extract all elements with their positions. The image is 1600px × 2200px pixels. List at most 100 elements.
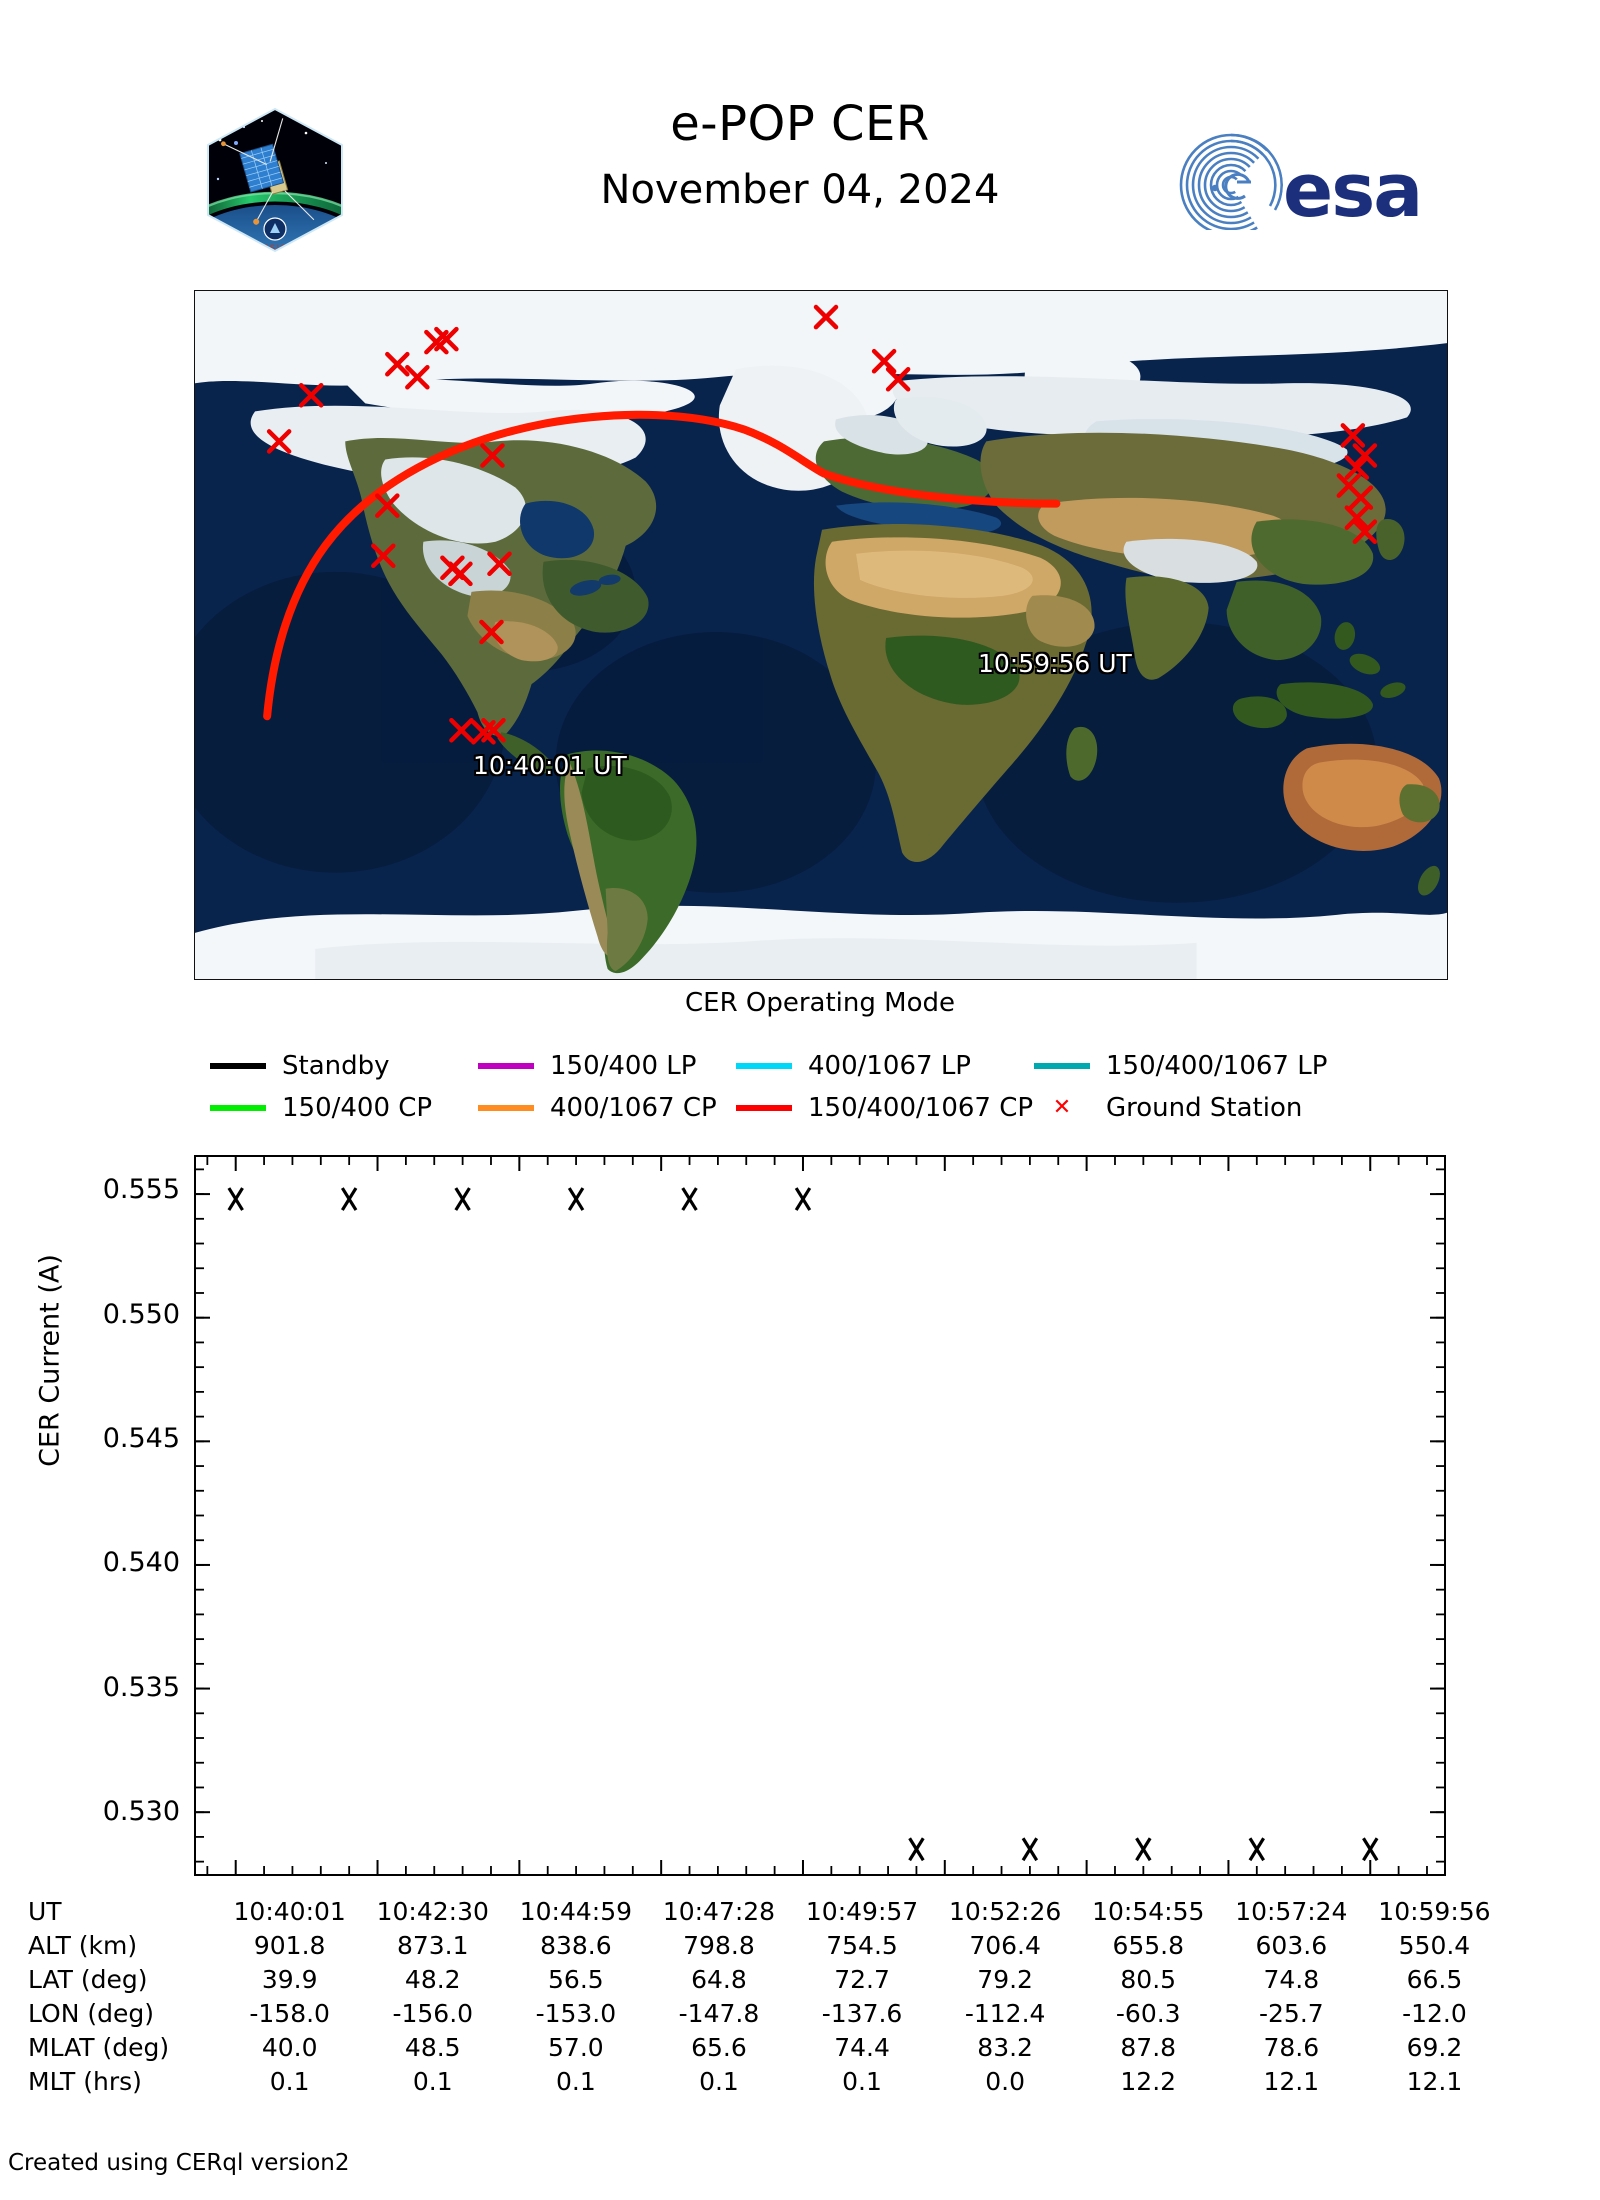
legend-item-standby[interactable]: Standby	[210, 1051, 478, 1081]
table-row: LAT (deg) 39.9 48.2 56.5 64.8 72.7 79.2 80.5 74.…	[26, 1963, 1506, 1997]
cer-current-plot[interactable]	[194, 1155, 1446, 1876]
legend-item-400-1067-lp[interactable]: 400/1067 LP	[736, 1051, 1034, 1081]
table-cell: 901.8	[253, 1931, 326, 1960]
table-cell: 754.5	[826, 1931, 898, 1960]
legend-item-150-400-1067-lp[interactable]: 150/400/1067 LP	[1034, 1051, 1364, 1081]
legend-swatch-standby	[210, 1063, 266, 1069]
cer-current-plot-svg	[196, 1157, 1444, 1874]
table-cell: 12.2	[1120, 2067, 1177, 2096]
ground-station-x-icon: ✕	[1052, 1095, 1072, 1120]
legend-label-150-400-lp: 150/400 LP	[550, 1051, 697, 1081]
table-cell: 838.6	[540, 1931, 612, 1960]
table-cell: 74.4	[834, 2033, 890, 2062]
table-row-label: UT	[28, 1897, 62, 1926]
table-row-label: LAT (deg)	[28, 1965, 148, 1994]
table-row-label: ALT (km)	[28, 1931, 138, 1960]
svg-text:CASSIOPE: CASSIOPE	[249, 244, 302, 254]
table-row: ALT (km) 901.8 873.1 838.6 798.8 754.5 706.4 65…	[26, 1929, 1506, 1963]
esa-wordmark: esa	[1283, 148, 1421, 234]
legend-label-150-400-1067-lp: 150/400/1067 LP	[1106, 1051, 1328, 1081]
y-tick-label: 0.555	[102, 1174, 180, 1206]
legend-item-150-400-lp[interactable]: 150/400 LP	[478, 1051, 736, 1081]
legend-swatch-150-400-lp	[478, 1063, 534, 1069]
table-cell: 69.2	[1406, 2033, 1463, 2062]
data-marker	[567, 1187, 585, 1211]
world-map-panel[interactable]: 10:40:01 UT 10:59:56 UT	[194, 290, 1448, 980]
page-subtitle: November 04, 2024	[600, 167, 1000, 213]
table-cell: -158.0	[249, 1999, 330, 2028]
table-cell: 10:44:59	[519, 1897, 632, 1926]
table-cell: 39.9	[261, 1965, 318, 1994]
legend-label-150-400-cp: 150/400 CP	[282, 1093, 433, 1123]
table-row-label: MLT (hrs)	[28, 2067, 142, 2096]
table-cell: 80.5	[1120, 1965, 1177, 1994]
legend-swatch-150-400-1067-cp	[736, 1105, 792, 1111]
mode-caption: CER Operating Mode	[684, 988, 955, 1018]
y-tick-labels: 0.530 0.535 0.540 0.545 0.550 0.555	[45, 0, 180, 2200]
table-cell: 65.6	[691, 2033, 747, 2062]
data-marker	[1248, 1837, 1265, 1862]
table-cell: 550.4	[1398, 1931, 1471, 1960]
table-cell: 0.1	[412, 2067, 453, 2096]
table-row-label: MLAT (deg)	[28, 2033, 170, 2062]
page-title: e-POP CER	[670, 96, 930, 152]
footer-credit: Created using CERql version2	[8, 2150, 350, 2176]
title-block: e-POP CER November 04, 2024	[400, 100, 1200, 210]
legend-row-2: 150/400 CP 400/1067 CP 150/400/1067 CP ✕…	[210, 1087, 1450, 1129]
table-cell: 64.8	[691, 1965, 747, 1994]
table-cell: 0.1	[269, 2067, 310, 2096]
table-cell: 706.4	[969, 1931, 1041, 1960]
table-cell: 10:47:28	[662, 1897, 776, 1926]
table-cell: 10:40:01	[233, 1897, 346, 1926]
table-row: MLAT (deg) 40.0 48.5 57.0 65.6 74.4 83.2 87.8 78…	[26, 2031, 1506, 2065]
table-cell: 0.1	[699, 2067, 739, 2096]
y-tick-label: 0.530	[102, 1795, 180, 1827]
legend-item-400-1067-cp[interactable]: 400/1067 CP	[478, 1093, 736, 1123]
table-cell: 10:54:55	[1092, 1897, 1205, 1926]
table-cell: 0.0	[985, 2067, 1026, 2096]
table-cell: -147.8	[678, 1999, 760, 2028]
legend-item-ground-station[interactable]: ✕ Ground Station	[1034, 1093, 1364, 1123]
table-cell: 66.5	[1406, 1965, 1463, 1994]
table-cell: 10:49:57	[805, 1897, 919, 1926]
table-cell: 10:52:26	[949, 1897, 1062, 1926]
legend-label-400-1067-lp: 400/1067 LP	[808, 1051, 971, 1081]
data-marker	[681, 1187, 698, 1211]
map-end-time-label: 10:59:56 UT	[978, 649, 1132, 678]
legend-item-150-400-1067-cp[interactable]: 150/400/1067 CP	[736, 1093, 1034, 1123]
legend-item-150-400-cp[interactable]: 150/400 CP	[210, 1093, 478, 1123]
legend-label-400-1067-cp: 400/1067 CP	[550, 1093, 717, 1123]
cassiope-logo: CASSIOPE	[200, 105, 350, 255]
data-marker	[908, 1837, 925, 1862]
ephemeris-table: UT 10:40:01 10:42:30 10:44:59 10:47:28 10:49:…	[26, 1895, 1506, 2099]
table-cell: 10:59:56	[1378, 1897, 1491, 1926]
y-tick-label: 0.535	[102, 1671, 180, 1703]
table-cell: 655.8	[1112, 1931, 1185, 1960]
table-row: MLT (hrs) 0.1 0.1 0.1 0.1 0.1 0.0 12.2 12.1 12.1	[26, 2065, 1506, 2099]
table-cell: -137.6	[821, 1999, 903, 2028]
y-tick-label: 0.540	[102, 1547, 180, 1579]
data-marker	[454, 1187, 471, 1211]
table-row: UT 10:40:01 10:42:30 10:44:59 10:47:28 10:49:…	[26, 1895, 1506, 1929]
table-cell: 83.2	[977, 2033, 1033, 2062]
table-cell: 10:42:30	[376, 1897, 489, 1926]
data-marker	[340, 1187, 358, 1211]
data-marker	[1021, 1837, 1039, 1862]
table-cell: 798.8	[683, 1931, 755, 1960]
legend-label-standby: Standby	[282, 1051, 390, 1081]
table-cell: 57.0	[548, 2033, 604, 2062]
table-cell: -112.4	[964, 1999, 1046, 2028]
table-cell: 48.5	[404, 2033, 461, 2062]
table-row-label: LON (deg)	[28, 1999, 154, 2028]
legend-row-1: Standby 150/400 LP 400/1067 LP 150/400/1…	[210, 1045, 1450, 1087]
table-row: LON (deg) -158.0 -156.0 -153.0 -147.8 -137.6 -…	[26, 1997, 1506, 2031]
legend-label-150-400-1067-cp: 150/400/1067 CP	[808, 1093, 1034, 1123]
table-cell: 56.5	[548, 1965, 604, 1994]
y-tick-label: 0.550	[102, 1298, 180, 1330]
table-cell: -153.0	[535, 1999, 617, 2028]
legend: Standby 150/400 LP 400/1067 LP 150/400/1…	[210, 1045, 1450, 1129]
data-marker	[794, 1187, 812, 1211]
legend-swatch-400-1067-cp	[478, 1105, 534, 1111]
world-map-svg	[195, 291, 1447, 979]
table-cell: 79.2	[977, 1965, 1033, 1994]
